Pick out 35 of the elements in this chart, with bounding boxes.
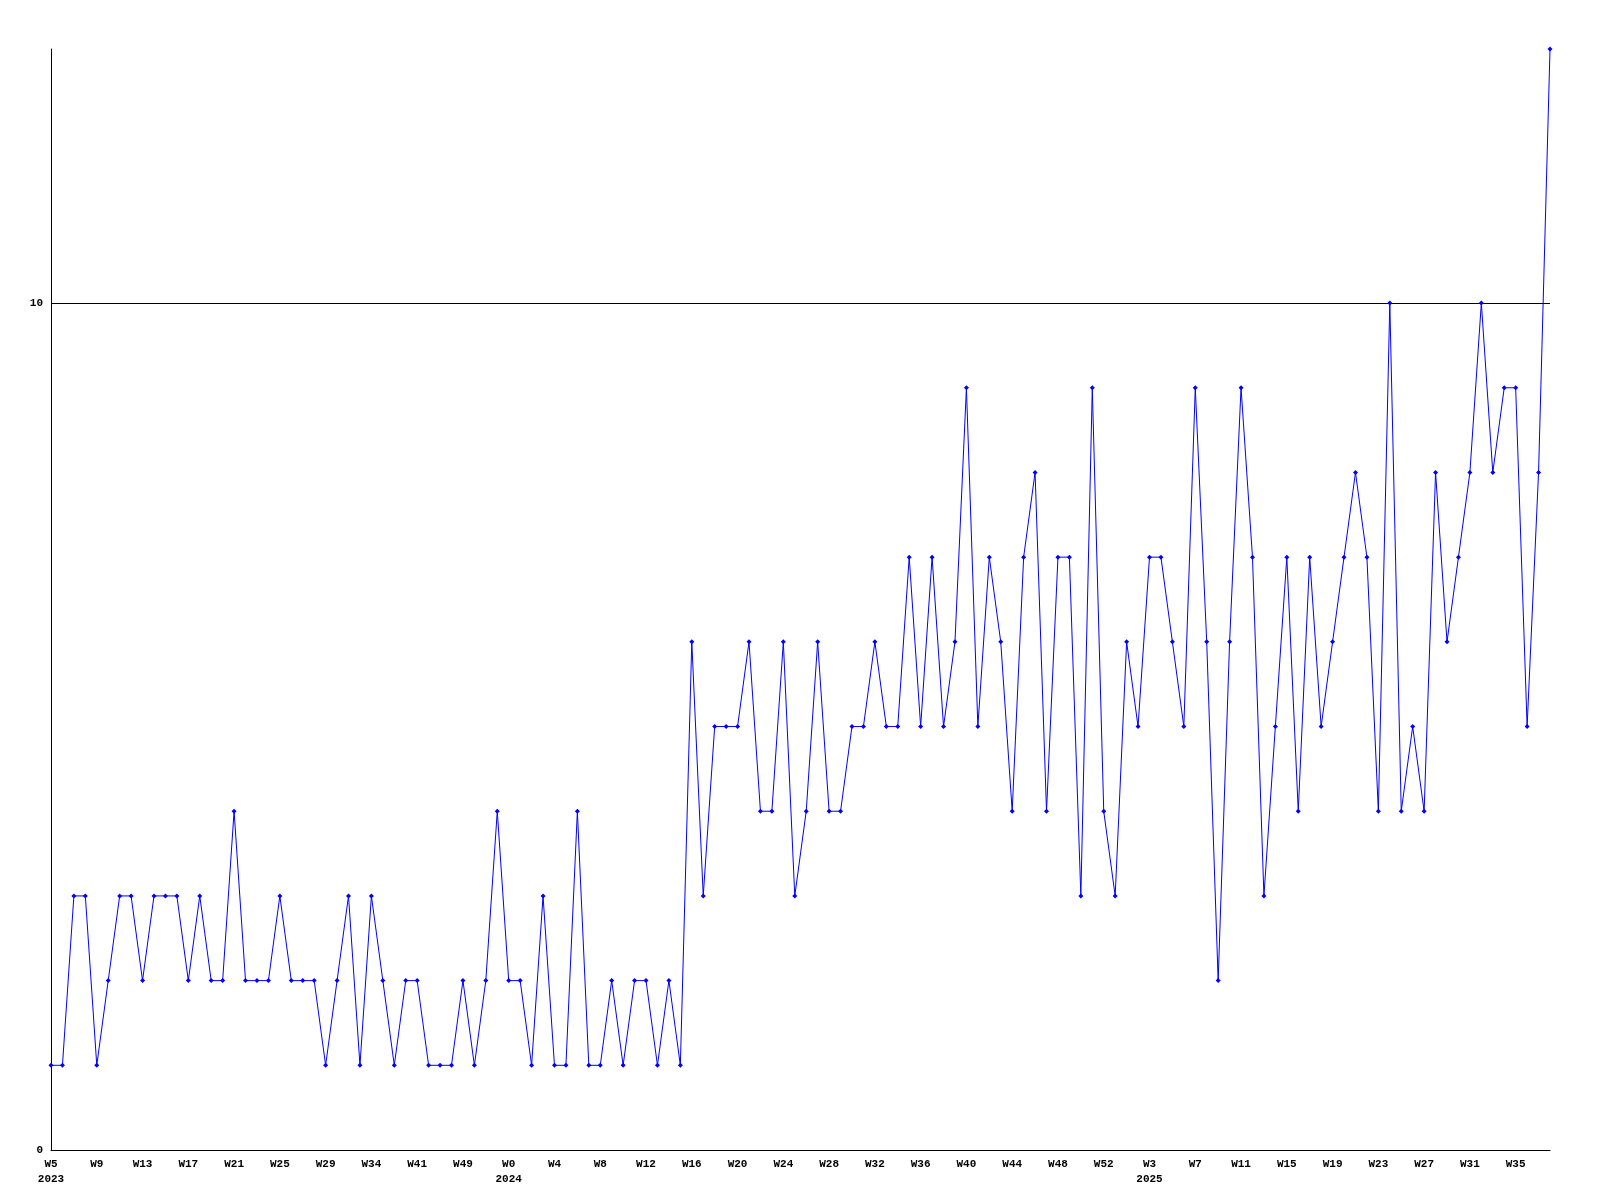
x-tick-label: W21 (224, 1157, 245, 1170)
x-tick-label: W16 (681, 1157, 702, 1170)
x-tick-label: W3 2025 (1136, 1157, 1164, 1185)
x-tick-label: W9 (90, 1157, 104, 1170)
x-tick-label: W11 (1231, 1157, 1252, 1170)
x-tick-label: W27 (1414, 1157, 1435, 1170)
x-tick-label: W40 (956, 1157, 977, 1170)
x-tick-label: W34 (361, 1157, 382, 1170)
x-tick-label: W23 (1368, 1157, 1389, 1170)
x-tick-label: W8 (593, 1157, 608, 1170)
x-tick-label: W31 (1459, 1157, 1481, 1170)
x-tick-label: W52 (1093, 1157, 1114, 1170)
x-tick-label: W19 (1322, 1157, 1343, 1170)
x-tick-label: W15 (1276, 1157, 1298, 1170)
x-tick-label: W7 (1188, 1157, 1202, 1170)
x-tick-label: W36 (910, 1157, 931, 1170)
x-tick-label: W12 (636, 1157, 656, 1170)
y-tick-label: 0 (36, 1144, 43, 1156)
x-tick-label: W28 (819, 1157, 840, 1170)
x-tick-label: W32 (864, 1157, 885, 1170)
x-tick-label: W17 (178, 1157, 199, 1170)
x-tick-label: W4 (547, 1157, 562, 1170)
x-tick-label: W49 (453, 1157, 473, 1170)
x-tick-label: W13 (132, 1157, 153, 1170)
x-tick-label: W35 (1505, 1157, 1526, 1170)
x-tick-label: W44 (1002, 1157, 1023, 1170)
x-tick-label: W25 (269, 1157, 291, 1170)
x-tick-label: W48 (1048, 1157, 1069, 1170)
y-tick-label: 10 (29, 297, 43, 310)
x-tick-label: W0 2024 (495, 1157, 523, 1185)
x-tick-label: W20 (727, 1157, 748, 1170)
x-tick-label: W5 2023 (37, 1157, 65, 1185)
x-tick-label: W24 (773, 1157, 794, 1170)
x-tick-label: W41 (407, 1157, 428, 1170)
x-tick-label: W29 (315, 1157, 336, 1170)
